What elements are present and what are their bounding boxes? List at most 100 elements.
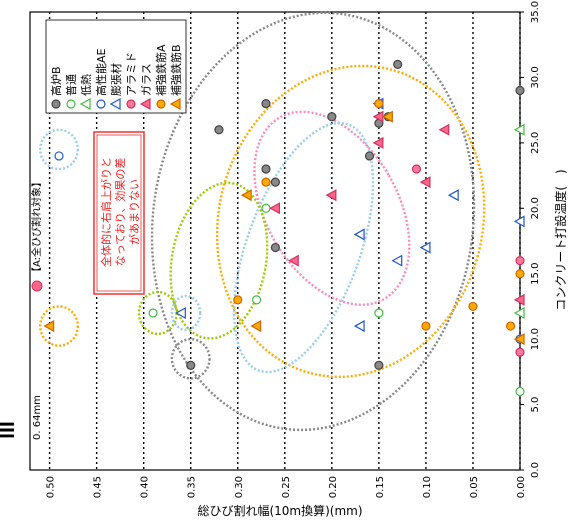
point-series-4 — [447, 189, 459, 202]
legend-label: 補強鉄筋B — [169, 44, 183, 96]
x-tick-label: 0.0 — [530, 462, 541, 478]
point-series-4 — [353, 228, 365, 241]
grid-lines — [48, 12, 521, 470]
legend-marker — [169, 97, 181, 111]
ellipse-high-ae — [38, 128, 80, 171]
point-series-8 — [382, 110, 393, 123]
legend-marker — [109, 97, 121, 111]
point-series-6 — [513, 293, 525, 306]
note-box-frame — [93, 131, 145, 295]
title-fragment: Ⅲ — [0, 420, 22, 441]
y-tick-label: 0.50 — [46, 476, 57, 498]
point-series-6 — [372, 136, 384, 149]
point-series-2 — [513, 306, 525, 319]
ellipse-normal — [169, 181, 269, 340]
plot-border — [29, 11, 521, 471]
data-points — [43, 59, 525, 397]
point-series-6 — [419, 176, 431, 189]
note-box: 全体的に右肩上がりと なっており、効果の差 があまりない — [93, 131, 145, 295]
target-annotation: 【A:全ひび割れ対象】 — [30, 177, 43, 277]
legend-marker — [139, 97, 151, 111]
x-tick-label: 35.0 — [530, 1, 541, 23]
point-series-4 — [513, 215, 525, 228]
x-tick-label: 20.0 — [530, 197, 541, 219]
note-line-2: なっており、効果の差 — [113, 158, 127, 267]
ellipse-glass — [253, 110, 411, 306]
y-tick-label: 0.45 — [93, 476, 104, 498]
point-series-4 — [175, 306, 186, 319]
threshold-value: 0. 64mm — [32, 395, 43, 440]
point-series-0 — [214, 125, 224, 135]
y-tick-labels: 0.00 0.05 0.10 0.15 0.20 0.25 0.30 0.35 0.40 0.45… — [46, 476, 527, 498]
point-series-0 — [515, 85, 525, 96]
point-series-8 — [513, 333, 525, 346]
point-series-7 — [515, 269, 525, 279]
point-series-2 — [513, 123, 525, 136]
point-series-6 — [438, 123, 450, 136]
point-series-1 — [251, 295, 262, 305]
legend-label: 低熱 — [80, 74, 93, 96]
x-tick-label: 25.0 — [530, 132, 541, 154]
point-series-4 — [419, 241, 431, 254]
point-series-0 — [270, 242, 280, 253]
legend-label: 膨張材 — [109, 63, 123, 96]
legend-marker — [156, 99, 166, 109]
ellipse-expansive — [233, 121, 375, 374]
point-series-7 — [374, 98, 384, 109]
point-series-0 — [261, 98, 271, 109]
ellipse-blast-2 — [170, 337, 211, 380]
threshold-marker — [31, 280, 43, 292]
point-series-6 — [325, 189, 337, 202]
point-series-5 — [515, 347, 525, 357]
point-series-0 — [270, 177, 280, 187]
ellipse-rebar-b — [38, 305, 80, 347]
point-series-0 — [374, 360, 384, 370]
legend-label: アラミド — [125, 52, 138, 96]
legend-box — [45, 19, 187, 114]
legend: 高炉B 普通 低熱 高性能AE 膨張材 アラミド ガラス 補強鉄筋A 補強鉄筋B — [45, 19, 187, 114]
point-series-0 — [393, 59, 403, 69]
x-tick-label: 30.0 — [530, 66, 541, 88]
point-series-8 — [43, 320, 55, 333]
x-tick-labels: 0.0 5.0 10.0 15.0 20.0 25.0 30.0 35.0 — [520, 1, 541, 478]
y-tick-label: 0.35 — [187, 476, 198, 498]
point-series-8 — [250, 320, 262, 333]
point-series-0 — [364, 151, 375, 161]
point-series-0 — [186, 360, 196, 370]
legend-marker — [79, 97, 91, 111]
point-series-7 — [421, 321, 431, 331]
point-series-5 — [411, 164, 422, 174]
y-tick-label: 0.05 — [469, 476, 480, 498]
y-tick-label: 0.15 — [375, 476, 386, 498]
x-tick-label: 15.0 — [530, 263, 541, 285]
legend-label: ガラス — [140, 63, 153, 96]
note-line-3: があまりない — [127, 179, 141, 245]
point-series-6 — [287, 254, 299, 267]
legend-label: 高性能AE — [94, 48, 108, 96]
y-tick-label: 0.25 — [281, 476, 292, 498]
point-series-8 — [240, 189, 252, 202]
point-series-1 — [261, 203, 271, 213]
point-series-0 — [261, 164, 271, 174]
point-series-4 — [391, 254, 403, 267]
point-series-1 — [148, 308, 158, 318]
point-series-1 — [374, 308, 384, 318]
y-tick-label: 0.30 — [234, 476, 245, 498]
point-series-7 — [468, 301, 478, 312]
legend-marker — [66, 99, 76, 109]
y-axis-label: 総ひび割れ幅(10m換算)(mm) — [197, 503, 362, 518]
ellipse-rebar-a — [215, 64, 486, 379]
point-series-0 — [327, 112, 337, 122]
x-tick-label: 10.0 — [530, 328, 541, 350]
point-series-7 — [505, 321, 516, 331]
ellipse-expansive-2 — [170, 294, 202, 332]
y-tick-label: 0.10 — [422, 476, 433, 498]
x-tick-label: 5.0 — [530, 397, 541, 413]
point-series-7 — [261, 177, 271, 187]
ellipse-blast-furnace — [150, 11, 476, 432]
legend-label: 補強鉄筋A — [154, 44, 168, 96]
legend-marker — [51, 99, 61, 109]
point-series-7 — [233, 295, 243, 305]
x-axis-label: コンクリート打設温度( ) — [553, 169, 568, 310]
